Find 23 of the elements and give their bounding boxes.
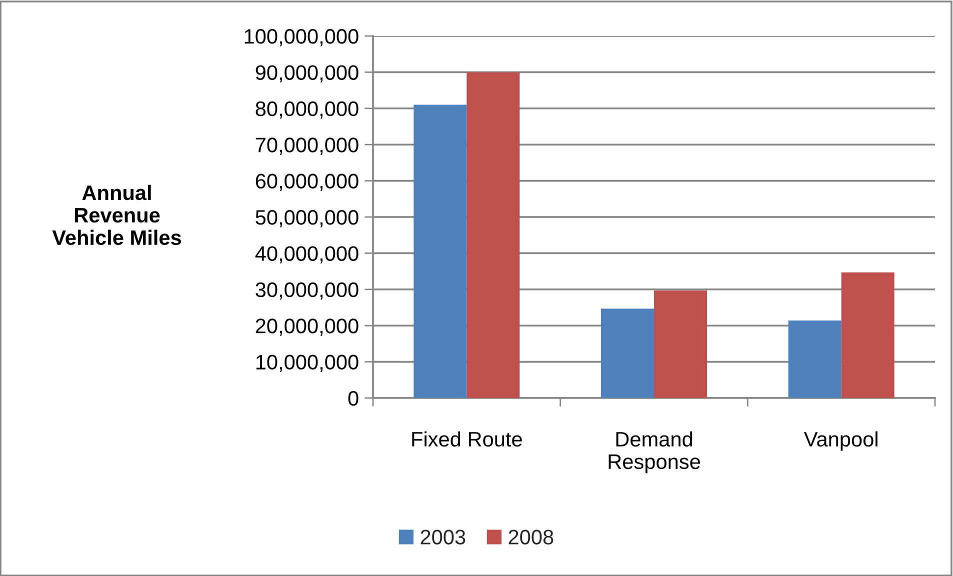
bar [841,272,894,398]
y-tick-label: 60,000,000 [256,174,358,192]
y-tick-label: 90,000,000 [256,65,358,82]
y-tick-label: 50,000,000 [256,210,358,228]
y-tick-label: 20,000,000 [256,318,358,336]
y-tick-label: 70,000,000 [256,138,358,155]
x-tick-label: Demand Response [608,431,700,474]
y-tick-label: 30,000,000 [256,282,358,300]
x-tick-label: Fixed Route [412,431,522,447]
y-axis-title: Annual Revenue Vehicle Miles [52,184,181,246]
y-tick-label: 40,000,000 [255,246,358,264]
legend-label: 2008 [508,530,554,544]
x-tick-label: Vanpool [804,431,878,451]
bar [600,308,654,398]
bar [466,72,520,398]
bar [654,290,708,398]
y-tick-label: 0 [348,391,358,406]
y-tick-label: 100,000,000 [244,29,358,46]
bar [788,320,842,398]
legend-label: 2003 [420,530,466,544]
y-tick-label: 80,000,000 [256,101,358,119]
bar [414,104,467,398]
y-tick-label: 10,000,000 [256,354,358,372]
